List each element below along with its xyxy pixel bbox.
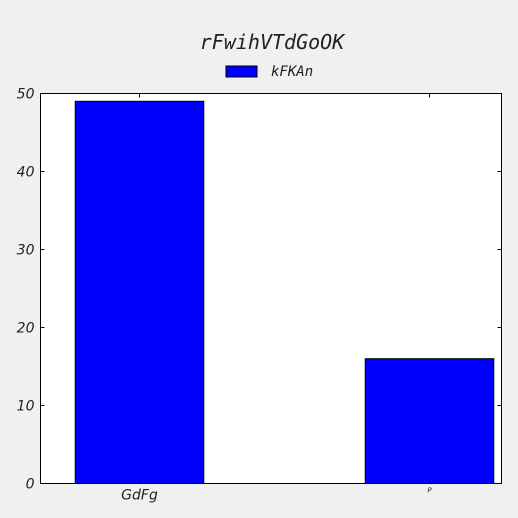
x-tick-label: P (427, 487, 432, 495)
y-tick-label: 0 (26, 477, 35, 493)
y-tick-label: 40 (17, 165, 35, 181)
y-tick-label: 30 (17, 243, 35, 259)
legend: kFKAn (225, 64, 313, 80)
x-tick-label: GdFg (121, 488, 158, 504)
y-tick-label: 50 (17, 87, 35, 103)
y-tick-label: 20 (17, 321, 35, 337)
bars-layer (74, 100, 495, 485)
bar-gdfg (74, 100, 205, 485)
y-axis: 0 10 20 30 40 50 (17, 87, 502, 493)
bar-p (364, 358, 495, 485)
chart-title: rFwihVTdGoOK (200, 30, 346, 54)
plot-frame (40, 93, 502, 484)
y-tick-label: 10 (17, 399, 35, 415)
legend-label: kFKAn (271, 64, 313, 80)
legend-swatch (225, 65, 258, 78)
x-axis: GdFg P (121, 93, 432, 504)
